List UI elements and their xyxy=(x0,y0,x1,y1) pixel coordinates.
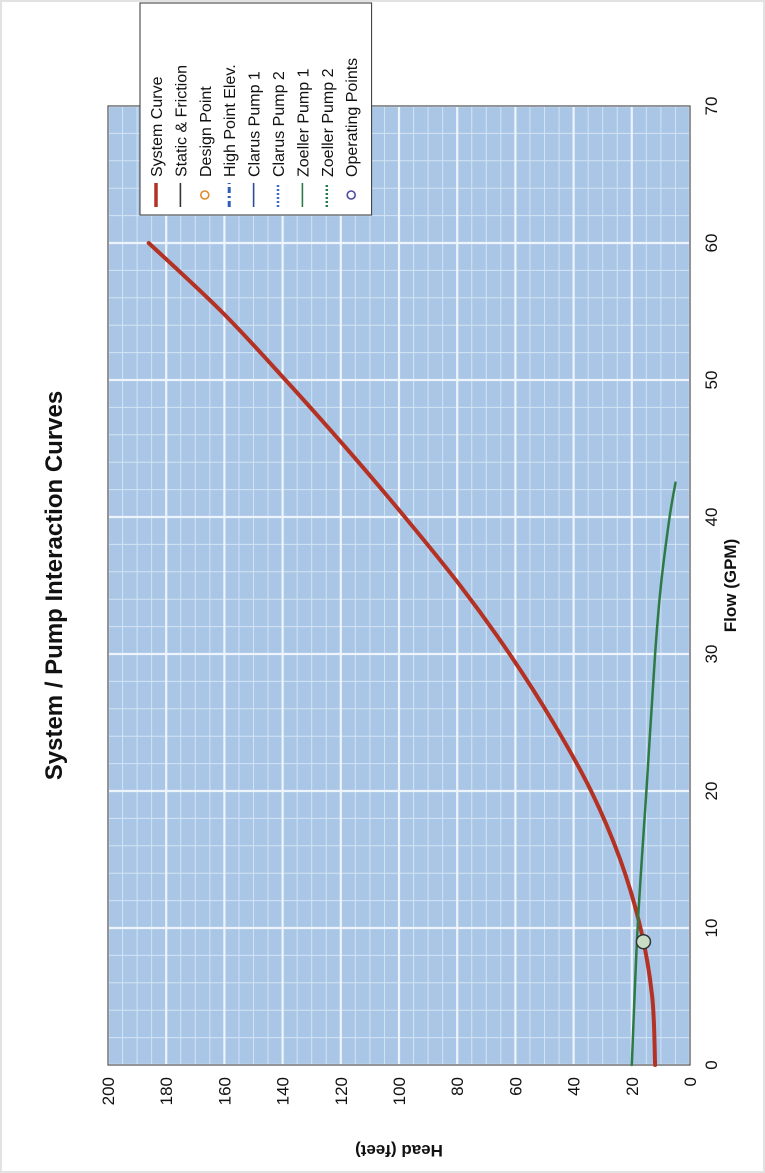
x-tick-label: 0 xyxy=(702,1060,721,1069)
legend-label-static-friction: Static & Friction xyxy=(173,65,190,177)
y-tick-label: 140 xyxy=(274,1077,293,1105)
legend-label-high-point-elev: High Point Elev. xyxy=(222,64,239,177)
x-tick-labels: 0 10 20 30 40 50 60 70 xyxy=(702,97,721,1070)
legend: System Curve Static & Friction Design Poin… xyxy=(139,2,373,216)
x-tick-label: 40 xyxy=(702,508,721,527)
y-axis-label: Head (feet) xyxy=(355,1141,443,1160)
legend-label-system-curve: System Curve xyxy=(149,76,166,177)
legend-label-design-point: Design Point xyxy=(198,86,215,177)
y-tick-label: 120 xyxy=(332,1077,351,1105)
x-tick-label: 50 xyxy=(702,371,721,390)
y-tick-label: 180 xyxy=(157,1077,176,1105)
series-line-zoeller-pump-1 xyxy=(630,481,677,1067)
legend-label-zoeller-pump-2: Zoeller Pump 2 xyxy=(320,68,337,177)
series-layer xyxy=(146,241,677,1067)
operating-point-marker xyxy=(635,933,652,950)
legend-label-zoeller-pump-1: Zoeller Pump 1 xyxy=(295,68,312,177)
y-tick-label: 40 xyxy=(565,1077,584,1096)
y-tick-label: 80 xyxy=(448,1077,467,1096)
y-tick-label: 160 xyxy=(215,1077,234,1105)
x-tick-label: 30 xyxy=(702,645,721,664)
x-tick-label: 10 xyxy=(702,919,721,938)
plot-frame xyxy=(107,105,691,1066)
legend-marker-design-point xyxy=(200,190,210,200)
legend-label-clarus-pump-1: Clarus Pump 1 xyxy=(247,71,264,177)
legend-marker-operating-points xyxy=(346,190,357,200)
rotated-chart-group: 0 10 20 30 40 50 60 70 0 20 40 60 80 100 120 140 160 180… xyxy=(41,2,740,1160)
x-axis-label: Flow (GPM) xyxy=(721,539,740,632)
y-tick-labels: 0 20 40 60 80 100 120 140 160 180 200 xyxy=(99,1077,700,1105)
x-tick-label: 20 xyxy=(702,782,721,801)
y-tick-label: 20 xyxy=(623,1077,642,1096)
chart-title: System / Pump Interaction Curves xyxy=(41,391,68,780)
operating-points-layer xyxy=(635,933,652,950)
y-tick-label: 60 xyxy=(506,1077,525,1096)
legend-box xyxy=(139,2,373,216)
legend-label-clarus-pump-2: Clarus Pump 2 xyxy=(271,71,288,177)
x-tick-label: 70 xyxy=(702,97,721,116)
y-tick-label: 100 xyxy=(390,1077,409,1105)
legend-label-operating-points: Operating Points xyxy=(344,58,361,177)
x-tick-label: 60 xyxy=(702,234,721,253)
series-line-system-curve xyxy=(146,241,658,1067)
y-tick-label: 200 xyxy=(99,1077,118,1105)
y-tick-label: 0 xyxy=(681,1077,700,1086)
